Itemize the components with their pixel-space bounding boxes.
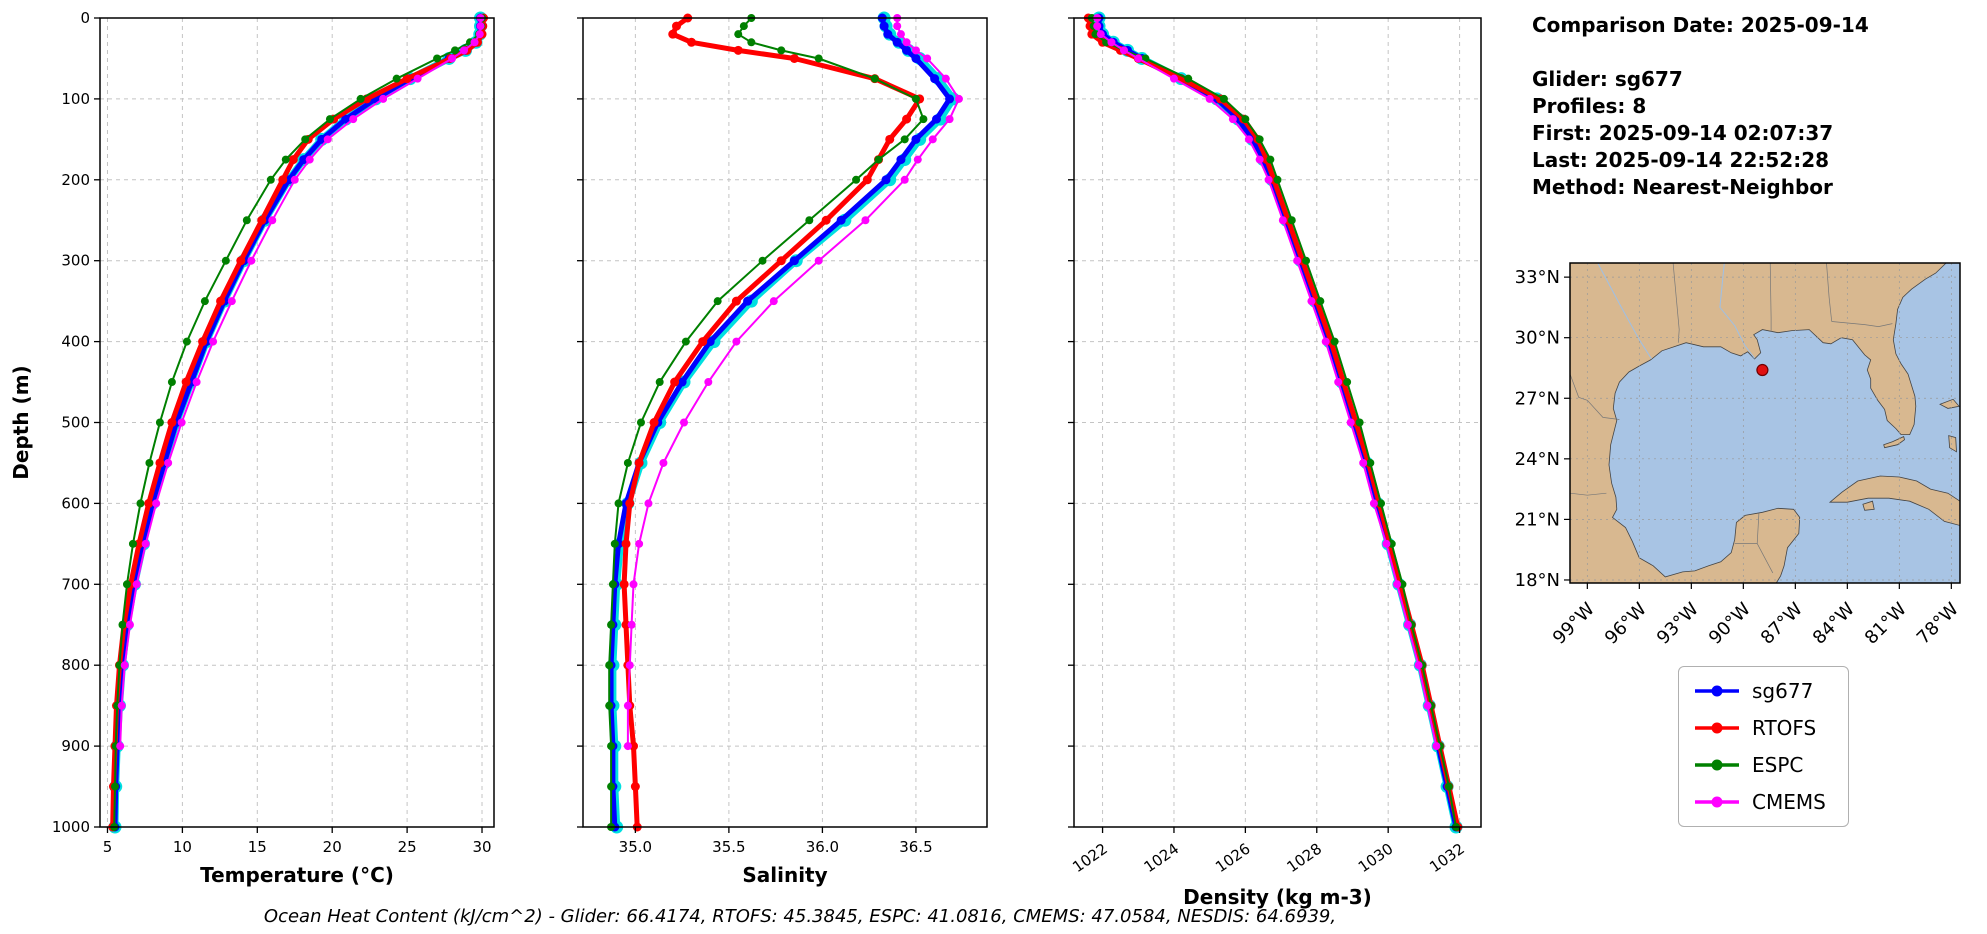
x-axis-label: Salinity bbox=[742, 863, 827, 887]
state-border-line bbox=[1769, 263, 1772, 332]
x-tick-label: 15 bbox=[248, 838, 267, 856]
comparison-date: Comparison Date: 2025-09-14 bbox=[1532, 13, 1869, 37]
y-tick-label: 600 bbox=[61, 494, 90, 512]
map-area bbox=[1570, 263, 1960, 583]
x-tick-label: 1026 bbox=[1212, 840, 1254, 877]
x-tick-label: 30 bbox=[472, 838, 491, 856]
x-tick-label: 1028 bbox=[1283, 840, 1325, 877]
state-border-line bbox=[1826, 263, 1833, 322]
legend-label: RTOFS bbox=[1752, 716, 1817, 740]
map-lon-label: 99°W bbox=[1549, 599, 1599, 649]
legend-label: sg677 bbox=[1752, 679, 1814, 703]
map-lon-label: 96°W bbox=[1601, 599, 1651, 649]
map-lon-label: 90°W bbox=[1705, 599, 1755, 649]
ohc-annotation: Ocean Heat Content (kJ/cm^2) - Glider: 6… bbox=[263, 906, 1337, 927]
legend-swatch-espc bbox=[1695, 759, 1739, 771]
series-CMEMS bbox=[1093, 14, 1441, 751]
map-lat-label: 30°N bbox=[1515, 328, 1560, 349]
gridlines bbox=[1074, 17, 1481, 828]
land-polygon bbox=[1862, 500, 1875, 511]
state-border-line bbox=[1831, 321, 1893, 327]
info-block: Comparison Date: 2025-09-14 Glider: sg67… bbox=[1532, 12, 1869, 201]
y-tick-label: 100 bbox=[61, 90, 90, 108]
profiles-count: Profiles: 8 bbox=[1532, 94, 1647, 118]
y-tick-label: 400 bbox=[61, 333, 90, 351]
land-polygon bbox=[1948, 435, 1957, 453]
river-line bbox=[1719, 263, 1755, 359]
y-tick-label: 500 bbox=[61, 414, 90, 432]
land-polygon bbox=[1883, 436, 1905, 449]
y-tick-label: 800 bbox=[61, 656, 90, 674]
legend-swatch-cmems bbox=[1695, 796, 1739, 808]
last-profile-time: Last: 2025-09-14 22:52:28 bbox=[1532, 148, 1830, 172]
y-tick-label: 0 bbox=[80, 9, 90, 27]
x-axis-label: Temperature (°C) bbox=[200, 863, 394, 887]
x-tick-label: 1022 bbox=[1069, 840, 1111, 877]
x-tick-label: 1024 bbox=[1141, 840, 1183, 877]
series-ESPC bbox=[1087, 14, 1461, 831]
legend-item-sg677: sg677 bbox=[1693, 679, 1826, 703]
land-polygon bbox=[1939, 398, 1960, 409]
legend-label: ESPC bbox=[1752, 753, 1804, 777]
map-lat-label: 24°N bbox=[1515, 449, 1560, 470]
x-tick-label: 35.5 bbox=[712, 838, 745, 856]
series-CMEMS bbox=[623, 14, 963, 751]
map-lon-label: 84°W bbox=[1809, 599, 1859, 649]
gulf-map: 18°N 21°N 24°N 27°N 30°N 33°N 99°W 96°W 93°W 90°W… bbox=[1515, 262, 1963, 649]
state-border-line bbox=[1570, 492, 1607, 496]
legend-swatch-sg677 bbox=[1695, 685, 1739, 697]
x-tick-label: 35.0 bbox=[619, 838, 652, 856]
land-polygon bbox=[1570, 263, 1947, 583]
legend-label: CMEMS bbox=[1752, 790, 1826, 814]
y-tick-label: 200 bbox=[61, 171, 90, 189]
x-tick-label: 10 bbox=[173, 838, 192, 856]
x-tick-label: 25 bbox=[398, 838, 417, 856]
glider-location-marker bbox=[1756, 363, 1769, 377]
river-line bbox=[1597, 263, 1652, 360]
map-lon-label: 78°W bbox=[1913, 599, 1963, 649]
state-border-line bbox=[1570, 373, 1620, 420]
map-lat-label: 27°N bbox=[1515, 388, 1560, 409]
x-tick-label: 20 bbox=[323, 838, 342, 856]
temperature-panel: 5 10 15 20 25 3001002003004005006007008009001… bbox=[9, 9, 495, 887]
y-tick-label: 900 bbox=[61, 737, 90, 755]
legend-item-rtofs: RTOFS bbox=[1693, 716, 1826, 740]
x-tick-label: 1030 bbox=[1355, 840, 1397, 877]
interp-method: Method: Nearest-Neighbor bbox=[1532, 175, 1833, 199]
legend-item-espc: ESPC bbox=[1693, 753, 1826, 777]
map-lat-label: 18°N bbox=[1515, 570, 1560, 591]
legend-swatch-rtofs bbox=[1695, 722, 1739, 734]
map-lon-label: 81°W bbox=[1861, 599, 1911, 649]
map-lat-label: 21°N bbox=[1515, 509, 1560, 530]
first-profile-time: First: 2025-09-14 02:07:37 bbox=[1532, 121, 1834, 145]
x-axis-label: Density (kg m-3) bbox=[1183, 885, 1372, 909]
series-ESPC bbox=[110, 14, 487, 831]
x-tick-label: 36.5 bbox=[899, 838, 932, 856]
glider-name: Glider: sg677 bbox=[1532, 67, 1683, 91]
y-tick-label: 300 bbox=[61, 252, 90, 270]
density-panel: 1022 1024 1026 1028 1030 1032 Density (kg m-3) bbox=[1068, 11, 1482, 909]
legend-item-cmems: CMEMS bbox=[1693, 790, 1826, 814]
x-tick-label: 36.0 bbox=[806, 838, 839, 856]
map-lat-label: 33°N bbox=[1515, 267, 1560, 288]
map-lon-label: 87°W bbox=[1757, 599, 1807, 649]
y-axis-label: Depth (m) bbox=[9, 365, 33, 479]
land-polygon bbox=[1828, 475, 1960, 526]
legend: sg677 RTOFS ESPC CMEMS bbox=[1678, 666, 1849, 827]
info-gap bbox=[1532, 39, 1869, 66]
series-sg677 bbox=[606, 13, 955, 832]
series-CMEMS bbox=[116, 14, 485, 751]
map-lon-label: 93°W bbox=[1653, 599, 1703, 649]
y-tick-label: 1000 bbox=[52, 818, 90, 836]
salinity-panel: 35.0 35.5 36.0 36.5 Salinity bbox=[577, 11, 988, 887]
state-border-line bbox=[1672, 263, 1680, 343]
x-tick-label: 1032 bbox=[1426, 840, 1468, 877]
y-tick-label: 700 bbox=[61, 575, 90, 593]
x-tick-label: 5 bbox=[103, 838, 113, 856]
